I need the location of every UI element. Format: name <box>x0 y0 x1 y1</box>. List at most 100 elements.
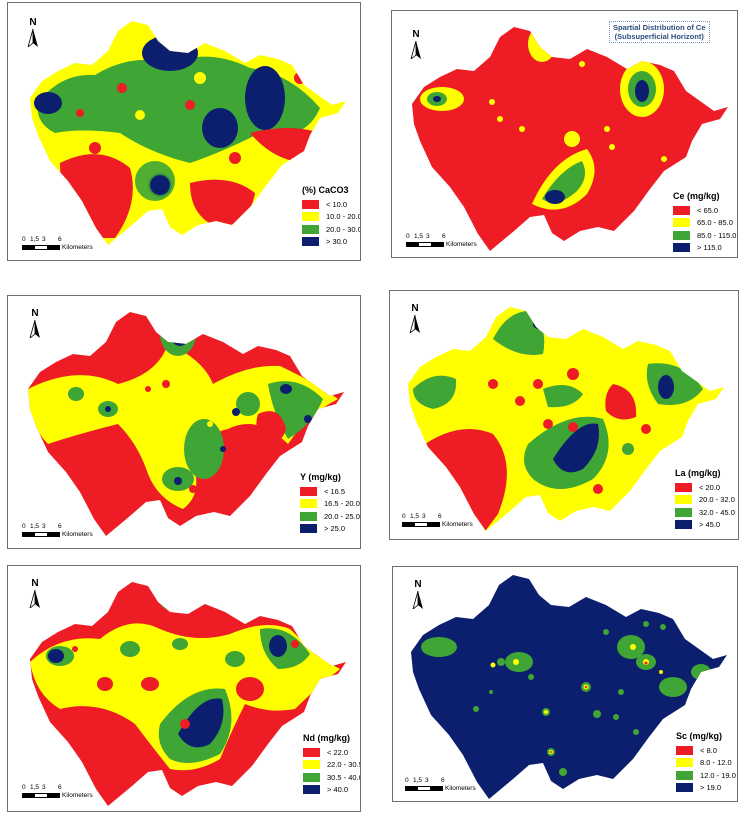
nd-map <box>30 582 346 806</box>
scale-tick: 3 <box>42 523 46 530</box>
scale-tick: 3 <box>422 513 426 520</box>
scale-tick: 1,5 <box>30 523 40 530</box>
swatch-red <box>302 199 319 209</box>
north-letter: N <box>31 578 39 589</box>
scale-bar: 0 1,5 3 6 Kilometers <box>22 236 93 251</box>
swatch-green <box>300 511 317 521</box>
legend-item: > 40.0 <box>303 784 360 797</box>
swatch-navy <box>300 524 317 534</box>
sc-map <box>411 575 727 799</box>
legend-label: > 45.0 <box>699 520 721 530</box>
legend-item: 20.0 - 32.0 <box>675 494 735 507</box>
legend-label: 85.0 - 115.0 <box>697 230 737 240</box>
scale-tick: 0 <box>402 513 406 520</box>
legend-label: 30.5 - 40.0 <box>327 772 361 782</box>
scale-bar: 0 1,5 3 6 Kilometers <box>405 777 476 792</box>
legend-sc: Sc (mg/kg) < 8.0 8.0 - 12.0 12.0 - 19.0 … <box>676 731 736 794</box>
legend-item: 10.0 - 20.0 <box>302 211 360 224</box>
legend-item: 12.0 - 19.0 <box>676 769 736 782</box>
scale-tick: 6 <box>58 236 62 243</box>
legend-label: 8.0 - 12.0 <box>700 758 732 768</box>
legend-item: 85.0 - 115.0 <box>673 229 736 242</box>
legend-label: 65.0 - 85.0 <box>697 218 733 228</box>
swatch-green <box>303 772 320 782</box>
legend-item: < 16.5 <box>300 485 360 498</box>
legend-title: La (mg/kg) <box>675 468 721 478</box>
scale-tick: 0 <box>405 777 409 784</box>
swatch-navy <box>676 783 693 793</box>
map-title-ce: Spartial Distribution of Ce (Subsuperfic… <box>609 21 710 43</box>
scale-units: Kilometers <box>445 785 476 792</box>
scale-tick: 1,5 <box>414 233 424 240</box>
north-arrow-icon: N <box>407 579 429 609</box>
scale-tick: 6 <box>441 777 445 784</box>
scale-tick: 1,5 <box>30 784 40 791</box>
north-arrow-icon: N <box>404 303 426 333</box>
legend-label: > 40.0 <box>327 785 349 795</box>
la-map <box>408 307 724 531</box>
swatch-red <box>303 747 320 757</box>
legend-caco3: (%) CaCO3 < 10.0 10.0 - 20.0 20.0 - 30.0… <box>302 185 360 248</box>
legend-item: 20.0 - 25.0 <box>300 510 360 523</box>
swatch-green <box>676 770 693 780</box>
swatch-yellow <box>300 499 317 509</box>
swatch-navy <box>303 785 320 795</box>
north-arrow-icon: N <box>24 578 46 608</box>
legend-title: (%) CaCO3 <box>302 185 349 195</box>
map-panel-nd: N Nd (mg/kg) < 22.0 22.0 - 30.5 30.5 - 4… <box>7 565 361 812</box>
legend-nd: Nd (mg/kg) < 22.0 22.0 - 30.5 30.5 - 40.… <box>303 733 361 797</box>
legend-la: La (mg/kg) < 20.0 20.0 - 32.0 32.0 - 45.… <box>675 468 735 531</box>
title-line: Spartial Distribution of Ce <box>613 23 706 32</box>
legend-ce: Ce (mg/kg) < 65.0 65.0 - 85.0 85.0 - 115… <box>673 191 736 254</box>
swatch-navy <box>302 237 319 247</box>
scale-tick: 3 <box>426 233 430 240</box>
scale-ticks: 0 1,5 3 6 <box>22 236 82 244</box>
scale-tick: 0 <box>22 784 26 791</box>
north-letter: N <box>412 29 420 40</box>
map-panel-y: N Y (mg/kg) < 16.5 16.5 - 20.0 20.0 - 25… <box>7 295 361 549</box>
legend-label: > 115.0 <box>697 243 722 253</box>
swatch-navy <box>675 520 692 530</box>
legend-item: > 45.0 <box>675 519 735 532</box>
north-arrow-icon: N <box>24 308 46 338</box>
caco3-map <box>30 21 346 245</box>
legend-label: 12.0 - 19.0 <box>700 770 736 780</box>
legend-item: 16.5 - 20.0 <box>300 498 360 511</box>
swatch-red <box>675 482 692 492</box>
map-panel-la: N La (mg/kg) < 20.0 20.0 - 32.0 32.0 - 4… <box>389 290 739 540</box>
swatch-yellow <box>676 758 693 768</box>
legend-item: < 10.0 <box>302 198 360 211</box>
scale-bar: 0 1,5 3 6 Kilometers <box>22 784 93 799</box>
swatch-red <box>676 745 693 755</box>
scale-bar: 0 1,5 3 6 Kilometers <box>22 523 93 538</box>
swatch-yellow <box>673 218 690 228</box>
legend-label: < 22.0 <box>327 747 349 757</box>
legend-label: 20.0 - 32.0 <box>699 495 735 505</box>
legend-item: < 65.0 <box>673 204 736 217</box>
scale-tick: 6 <box>442 233 446 240</box>
legend-label: < 20.0 <box>699 482 721 492</box>
north-letter: N <box>31 308 39 319</box>
north-arrow-icon: N <box>22 17 44 47</box>
map-panel-ce: Spartial Distribution of Ce (Subsuperfic… <box>391 10 738 258</box>
map-panel-sc: N Sc (mg/kg) < 8.0 8.0 - 12.0 12.0 - 19.… <box>392 566 738 802</box>
legend-label: 20.0 - 25.0 <box>324 511 360 521</box>
legend-y: Y (mg/kg) < 16.5 16.5 - 20.0 20.0 - 25.0… <box>300 472 360 535</box>
scale-bar: 0 1,5 3 6 Kilometers <box>402 513 473 528</box>
legend-title: Nd (mg/kg) <box>303 733 350 743</box>
y-map <box>28 312 344 536</box>
legend-item: 32.0 - 45.0 <box>675 506 735 519</box>
legend-label: < 8.0 <box>700 745 717 755</box>
swatch-yellow <box>303 760 320 770</box>
scale-units: Kilometers <box>62 792 93 799</box>
legend-label: 16.5 - 20.0 <box>324 499 360 509</box>
swatch-red <box>300 486 317 496</box>
scale-tick: 0 <box>22 236 26 243</box>
scale-tick: 3 <box>42 784 46 791</box>
legend-item: > 115.0 <box>673 242 736 255</box>
scale-tick: 1,5 <box>413 777 423 784</box>
swatch-green <box>675 507 692 517</box>
scale-units: Kilometers <box>62 244 93 251</box>
legend-label: < 65.0 <box>697 205 719 215</box>
legend-title: Y (mg/kg) <box>300 472 341 482</box>
